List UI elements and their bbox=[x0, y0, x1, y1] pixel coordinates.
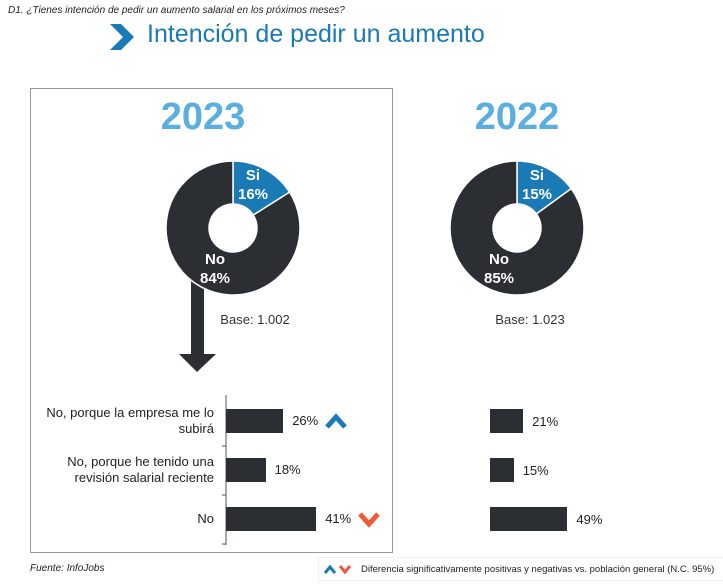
donut-slice-no bbox=[449, 160, 585, 296]
highlight-box-2023 bbox=[30, 88, 393, 553]
source-text: Fuente: InfoJobs bbox=[30, 563, 105, 574]
question-text: D1. ¿Tienes intención de pedir un aument… bbox=[8, 5, 345, 16]
slice-label: No bbox=[489, 251, 509, 268]
slice-label: Si bbox=[530, 167, 544, 184]
slice-value: 15% bbox=[522, 186, 552, 203]
value-2022: 49% bbox=[576, 512, 603, 527]
bar-2023 bbox=[226, 409, 284, 433]
significant-up-icon bbox=[325, 413, 348, 429]
value-2023: 26% bbox=[292, 413, 319, 428]
value-2023: 41% bbox=[325, 511, 352, 526]
bar-2023 bbox=[226, 507, 317, 531]
legend: Diferencia significativamente positivas … bbox=[318, 557, 723, 581]
category-label: No, porque la empresa me lo subirá bbox=[46, 405, 214, 436]
slice-label: No bbox=[205, 251, 225, 268]
value-2022: 15% bbox=[522, 463, 549, 478]
slice-label: Si bbox=[246, 167, 260, 184]
category-label: No bbox=[197, 511, 214, 526]
bar-2022 bbox=[490, 507, 568, 531]
slice-value: 16% bbox=[238, 186, 268, 203]
bar-2022 bbox=[490, 458, 514, 482]
value-2023: 18% bbox=[274, 462, 301, 477]
donut-slice-no bbox=[165, 160, 301, 296]
year-2023: 2023 bbox=[160, 96, 246, 138]
slice-value: 84% bbox=[200, 270, 230, 287]
arrow-down-icon bbox=[179, 280, 216, 372]
value-2022: 21% bbox=[532, 414, 559, 429]
significance-arrows-icon bbox=[323, 564, 352, 575]
chevron-right-icon bbox=[110, 24, 134, 50]
slice-value: 85% bbox=[484, 270, 514, 287]
legend-text: Diferencia significativamente positivas … bbox=[361, 563, 715, 575]
base-2022: Base: 1.023 bbox=[495, 312, 565, 327]
page-title: Intención de pedir un aumento bbox=[147, 20, 485, 48]
bar-2023 bbox=[226, 458, 266, 482]
base-2023: Base: 1.002 bbox=[220, 312, 290, 327]
bar-2022 bbox=[490, 409, 524, 433]
category-label: No, porque he tenido una revisión salari… bbox=[67, 454, 214, 485]
year-2022: 2022 bbox=[474, 96, 560, 138]
significant-down-icon bbox=[358, 512, 381, 528]
